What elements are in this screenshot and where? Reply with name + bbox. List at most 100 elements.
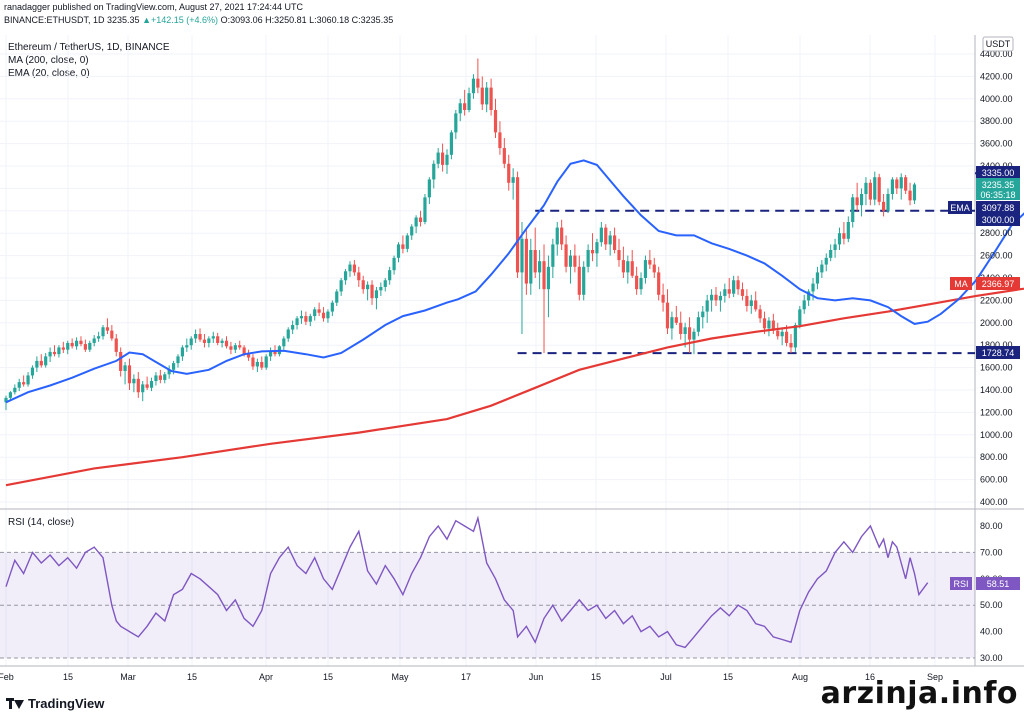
candle-body bbox=[308, 316, 312, 322]
ema-tag-label bbox=[948, 201, 972, 214]
candle-body bbox=[163, 374, 167, 380]
candle-body bbox=[436, 152, 440, 164]
candle-body bbox=[132, 378, 136, 384]
candle-body bbox=[74, 340, 79, 347]
ema-legend[interactable]: EMA (20, close, 0) bbox=[8, 68, 90, 79]
candle-body bbox=[246, 354, 251, 358]
candle-body bbox=[635, 275, 639, 290]
candle-body bbox=[238, 345, 242, 348]
candle-body bbox=[463, 103, 467, 110]
rsi-legend[interactable]: RSI (14, close) bbox=[8, 517, 75, 528]
candle-body bbox=[379, 286, 383, 291]
candle-body bbox=[820, 264, 824, 273]
candle-body bbox=[22, 382, 26, 385]
candle-body bbox=[758, 309, 762, 319]
candle-body bbox=[507, 163, 511, 183]
ma-label-text: MA bbox=[954, 279, 968, 289]
price-tags: USDT 3335.00 3235.35 06:35:18 EMA 3097.8… bbox=[948, 36, 1020, 590]
chart-title[interactable]: Ethereum / TetherUS, 1D, BINANCE bbox=[8, 42, 170, 53]
candle-body bbox=[343, 271, 348, 281]
candle-body bbox=[515, 177, 520, 273]
candle-body bbox=[224, 340, 229, 347]
price-tick-label: 3600.00 bbox=[980, 139, 1013, 149]
candle-body bbox=[220, 340, 224, 343]
rsi-tick-label: 30.00 bbox=[980, 653, 1003, 663]
candle-body bbox=[855, 197, 859, 206]
candle-body bbox=[657, 272, 661, 295]
candle-body bbox=[141, 384, 145, 393]
ma-200-line bbox=[5, 287, 1024, 487]
candle-body bbox=[687, 327, 692, 340]
candle-body bbox=[480, 87, 484, 105]
candle-body bbox=[83, 344, 87, 350]
candle-body bbox=[767, 320, 771, 329]
candle-body bbox=[529, 250, 533, 284]
candle-body bbox=[599, 227, 603, 243]
candle-body bbox=[423, 197, 427, 222]
candle-body bbox=[167, 369, 171, 375]
time-tick-label: 16 bbox=[865, 672, 875, 682]
currency-box[interactable] bbox=[982, 36, 1014, 52]
candle-body bbox=[35, 360, 39, 368]
level-3335-tag bbox=[976, 166, 1020, 179]
price-tick-label: 3800.00 bbox=[980, 116, 1013, 126]
ohlc-text: O:3093.06 H:3250.81 L:3060.18 C:3235.35 bbox=[220, 15, 394, 25]
candle-body bbox=[361, 280, 365, 290]
candle-body bbox=[533, 250, 537, 273]
candle-body bbox=[366, 284, 370, 290]
candle-body bbox=[57, 347, 61, 355]
candle-body bbox=[202, 339, 207, 343]
candle-body bbox=[560, 227, 564, 245]
ma-value-tag bbox=[976, 277, 1020, 290]
watermark: arzinja.info bbox=[820, 676, 1018, 711]
candle-body bbox=[348, 264, 352, 272]
candle-body bbox=[432, 163, 436, 180]
price-tick-label: 4400.00 bbox=[980, 49, 1013, 59]
level-3000-text: 3000.00 bbox=[982, 215, 1015, 225]
candle-body bbox=[418, 217, 423, 222]
rsi-tick-label: 40.00 bbox=[980, 627, 1003, 637]
candle-body bbox=[405, 235, 409, 249]
candle-body bbox=[745, 295, 749, 306]
candle-body bbox=[895, 179, 899, 189]
candle-body bbox=[48, 351, 52, 357]
candle-body bbox=[26, 375, 30, 385]
candle-body bbox=[427, 179, 431, 198]
candle-body bbox=[370, 284, 374, 299]
ma-legend[interactable]: MA (200, close, 0) bbox=[8, 55, 89, 66]
candle-body bbox=[674, 317, 678, 323]
candle-body bbox=[8, 392, 13, 398]
candle-body bbox=[114, 338, 118, 352]
candle-body bbox=[568, 255, 573, 267]
candle-body bbox=[88, 342, 92, 350]
candle-body bbox=[233, 345, 237, 350]
price-tick-label: 400.00 bbox=[980, 497, 1008, 507]
candle-body bbox=[736, 280, 740, 290]
tradingview-logo-icon bbox=[6, 698, 24, 709]
candle-body bbox=[273, 351, 277, 355]
candle-body bbox=[837, 233, 842, 245]
candle-body bbox=[798, 309, 802, 326]
candle-body bbox=[286, 329, 290, 339]
candle-body bbox=[727, 289, 731, 294]
candle-body bbox=[793, 325, 797, 348]
time-tick-label: Jul bbox=[660, 672, 672, 682]
candle-body bbox=[732, 280, 736, 294]
candle-body bbox=[180, 347, 184, 357]
candle-body bbox=[216, 336, 220, 343]
candle-body bbox=[467, 93, 471, 110]
candle-body bbox=[881, 201, 886, 211]
candle-body bbox=[762, 318, 767, 329]
candle-body bbox=[873, 177, 877, 200]
candle-body bbox=[904, 177, 908, 191]
candle-body bbox=[92, 338, 96, 343]
time-tick-label: 15 bbox=[323, 672, 333, 682]
tradingview-brand[interactable]: TradingView bbox=[6, 696, 104, 711]
candle-body bbox=[105, 327, 110, 331]
candle-body bbox=[136, 378, 140, 393]
candle-body bbox=[683, 327, 687, 334]
candle-body bbox=[374, 290, 379, 299]
candle-body bbox=[321, 312, 326, 319]
candle-body bbox=[291, 325, 295, 330]
